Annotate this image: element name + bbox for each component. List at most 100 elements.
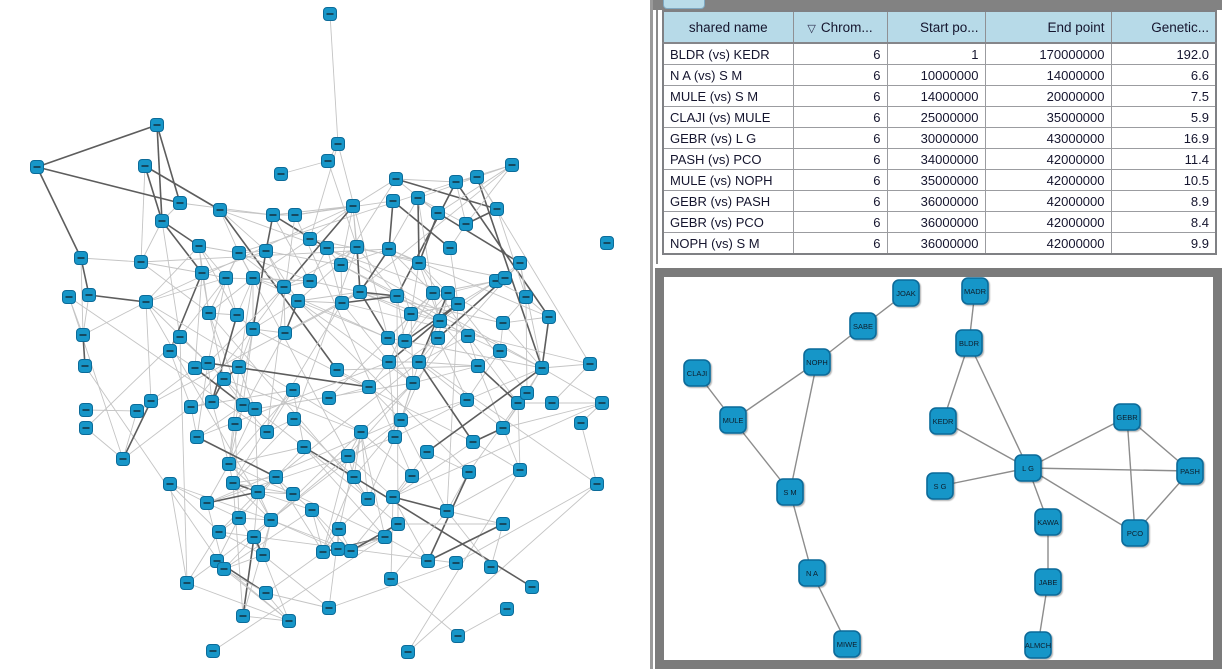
graph-node[interactable] <box>78 359 92 373</box>
graph-node-pco[interactable]: PCO <box>1121 519 1149 547</box>
graph-node[interactable] <box>282 614 296 628</box>
graph-node[interactable] <box>232 246 246 260</box>
graph-node[interactable] <box>433 314 447 328</box>
graph-node[interactable] <box>150 118 164 132</box>
graph-node[interactable] <box>219 271 233 285</box>
graph-node[interactable] <box>260 425 274 439</box>
graph-node[interactable] <box>173 330 187 344</box>
graph-node[interactable] <box>583 357 597 371</box>
graph-node[interactable] <box>386 194 400 208</box>
graph-node[interactable] <box>353 285 367 299</box>
graph-node[interactable] <box>163 477 177 491</box>
graph-node[interactable] <box>173 196 187 210</box>
graph-node[interactable] <box>331 542 345 556</box>
table-row[interactable]: MULE (vs) S M 6 14000000 20000000 7.5 <box>662 85 1217 107</box>
graph-node-joak[interactable]: JOAK <box>892 279 920 307</box>
graph-node[interactable] <box>321 154 335 168</box>
graph-node-s-m[interactable]: S M <box>776 478 804 506</box>
table-row[interactable]: CLAJI (vs) MULE 6 25000000 35000000 5.9 <box>662 106 1217 128</box>
graph-node-kawa[interactable]: KAWA <box>1034 508 1062 536</box>
graph-node[interactable] <box>386 490 400 504</box>
table-row[interactable]: NOPH (vs) S M 6 36000000 42000000 9.9 <box>662 232 1217 255</box>
graph-node[interactable] <box>163 344 177 358</box>
graph-node[interactable] <box>441 286 455 300</box>
graph-node[interactable] <box>519 290 533 304</box>
graph-node[interactable] <box>134 255 148 269</box>
graph-node[interactable] <box>490 202 504 216</box>
graph-node[interactable] <box>232 360 246 374</box>
graph-node[interactable] <box>600 236 614 250</box>
graph-node[interactable] <box>246 271 260 285</box>
graph-node[interactable] <box>431 331 445 345</box>
graph-node[interactable] <box>269 470 283 484</box>
graph-node[interactable] <box>297 440 311 454</box>
graph-node[interactable] <box>322 391 336 405</box>
graph-node-jabe[interactable]: JABE <box>1034 568 1062 596</box>
graph-node[interactable] <box>470 170 484 184</box>
graph-node[interactable] <box>331 137 345 151</box>
graph-node[interactable] <box>286 383 300 397</box>
graph-node-noph[interactable]: NOPH <box>803 348 831 376</box>
graph-node[interactable] <box>459 217 473 231</box>
graph-node[interactable] <box>264 513 278 527</box>
graph-node[interactable] <box>382 355 396 369</box>
graph-node[interactable] <box>79 421 93 435</box>
graph-node[interactable] <box>190 430 204 444</box>
graph-node[interactable] <box>274 167 288 181</box>
graph-node[interactable] <box>288 208 302 222</box>
graph-node[interactable] <box>286 487 300 501</box>
column-header-shared-name[interactable]: shared name <box>662 10 794 44</box>
graph-node[interactable] <box>230 308 244 322</box>
graph-node[interactable] <box>513 256 527 270</box>
graph-node[interactable] <box>305 503 319 517</box>
graph-node[interactable] <box>451 629 465 643</box>
graph-node[interactable] <box>266 208 280 222</box>
graph-node[interactable] <box>595 396 609 410</box>
graph-node[interactable] <box>202 306 216 320</box>
table-row[interactable]: GEBR (vs) PASH 6 36000000 42000000 8.9 <box>662 190 1217 212</box>
graph-node-gebr[interactable]: GEBR <box>1113 403 1141 431</box>
graph-node[interactable] <box>212 525 226 539</box>
graph-node[interactable] <box>332 522 346 536</box>
graph-node[interactable] <box>222 457 236 471</box>
graph-node[interactable] <box>500 602 514 616</box>
graph-node[interactable] <box>334 258 348 272</box>
graph-node-sabe[interactable]: SABE <box>849 312 877 340</box>
graph-node[interactable] <box>545 396 559 410</box>
table-row[interactable]: PASH (vs) PCO 6 34000000 42000000 11.4 <box>662 148 1217 170</box>
graph-node[interactable] <box>116 452 130 466</box>
graph-node[interactable] <box>144 394 158 408</box>
graph-node-miwe[interactable]: MIWE <box>833 630 861 658</box>
graph-node[interactable] <box>303 274 317 288</box>
graph-node[interactable] <box>76 328 90 342</box>
column-header-chromosome[interactable]: ▽ Chrom... <box>792 10 888 44</box>
graph-node[interactable] <box>451 297 465 311</box>
graph-node[interactable] <box>496 517 510 531</box>
graph-node[interactable] <box>287 412 301 426</box>
graph-node-l-g[interactable]: L G <box>1014 454 1042 482</box>
table-row[interactable]: GEBR (vs) PCO 6 36000000 42000000 8.4 <box>662 211 1217 233</box>
graph-node[interactable] <box>449 556 463 570</box>
graph-node[interactable] <box>79 403 93 417</box>
graph-node[interactable] <box>535 361 549 375</box>
graph-node-kedr[interactable]: KEDR <box>929 407 957 435</box>
graph-node-bldr[interactable]: BLDR <box>955 329 983 357</box>
graph-node-almch[interactable]: ALMCH <box>1024 631 1052 659</box>
graph-node[interactable] <box>471 359 485 373</box>
graph-node-claji[interactable]: CLAJI <box>683 359 711 387</box>
graph-node[interactable] <box>320 241 334 255</box>
graph-node[interactable] <box>511 396 525 410</box>
graph-node[interactable] <box>412 256 426 270</box>
graph-node[interactable] <box>443 241 457 255</box>
graph-node[interactable] <box>226 476 240 490</box>
graph-node[interactable] <box>228 417 242 431</box>
graph-node[interactable] <box>498 271 512 285</box>
graph-node[interactable] <box>316 545 330 559</box>
column-header-end-point[interactable]: End point <box>984 10 1112 44</box>
graph-node[interactable] <box>259 244 273 258</box>
graph-node[interactable] <box>206 644 220 658</box>
graph-node[interactable] <box>520 386 534 400</box>
graph-node[interactable] <box>461 329 475 343</box>
graph-node[interactable] <box>388 430 402 444</box>
graph-node[interactable] <box>394 413 408 427</box>
